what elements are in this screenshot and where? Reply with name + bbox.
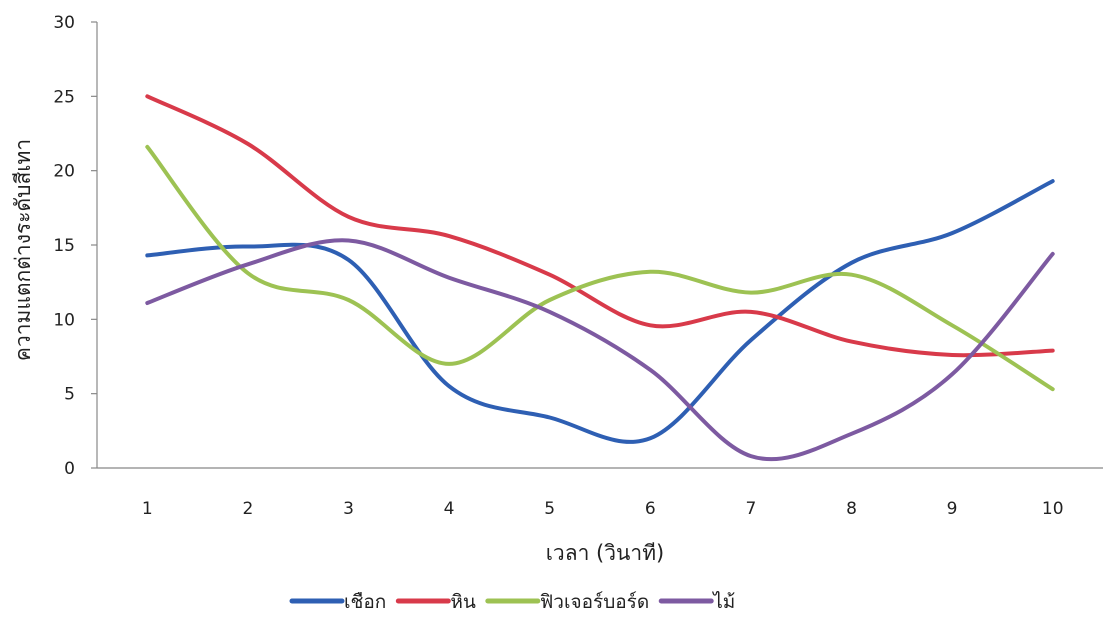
series-group: [145, 94, 1055, 462]
y-tick-label: 20: [53, 162, 75, 182]
legend-label: ฟิวเจอร์บอร์ด: [540, 591, 649, 613]
series-line-4: [145, 238, 1055, 462]
axes-group: 0 5 10 15 20 25 30 1 2 3 4 5 6 7 8 9 10: [53, 13, 1103, 519]
y-tick-label: 30: [53, 13, 75, 33]
x-tick-label: 8: [846, 499, 857, 519]
x-tick-label: 7: [745, 499, 756, 519]
x-tick-label: 9: [947, 499, 958, 519]
legend: เชือก หิน ฟิวเจอร์บอร์ด ไม้: [289, 591, 735, 613]
y-tick-label: 0: [64, 459, 75, 479]
x-axis-title: เวลา (วินาที): [546, 541, 664, 565]
x-tick-label: 4: [444, 499, 455, 519]
series-line-2: [145, 94, 1055, 358]
y-tick-label: 25: [53, 87, 75, 107]
x-tick-label: 5: [544, 499, 555, 519]
y-axis-title: ความแตกต่างระดับสีเทา: [11, 139, 35, 361]
x-tick-label: 2: [242, 499, 253, 519]
legend-label: หิน: [450, 591, 476, 613]
series-line-3: [145, 144, 1055, 392]
y-tick-label: 15: [53, 236, 75, 256]
y-tick-label: 5: [64, 385, 75, 405]
x-tick-label: 6: [645, 499, 656, 519]
legend-label: เชือก: [344, 591, 386, 613]
legend-label: ไม้: [711, 591, 735, 613]
x-tick-label: 3: [343, 499, 354, 519]
x-tick-label: 10: [1042, 499, 1064, 519]
y-tick-label: 10: [53, 310, 75, 330]
x-tick-label: 1: [142, 499, 153, 519]
